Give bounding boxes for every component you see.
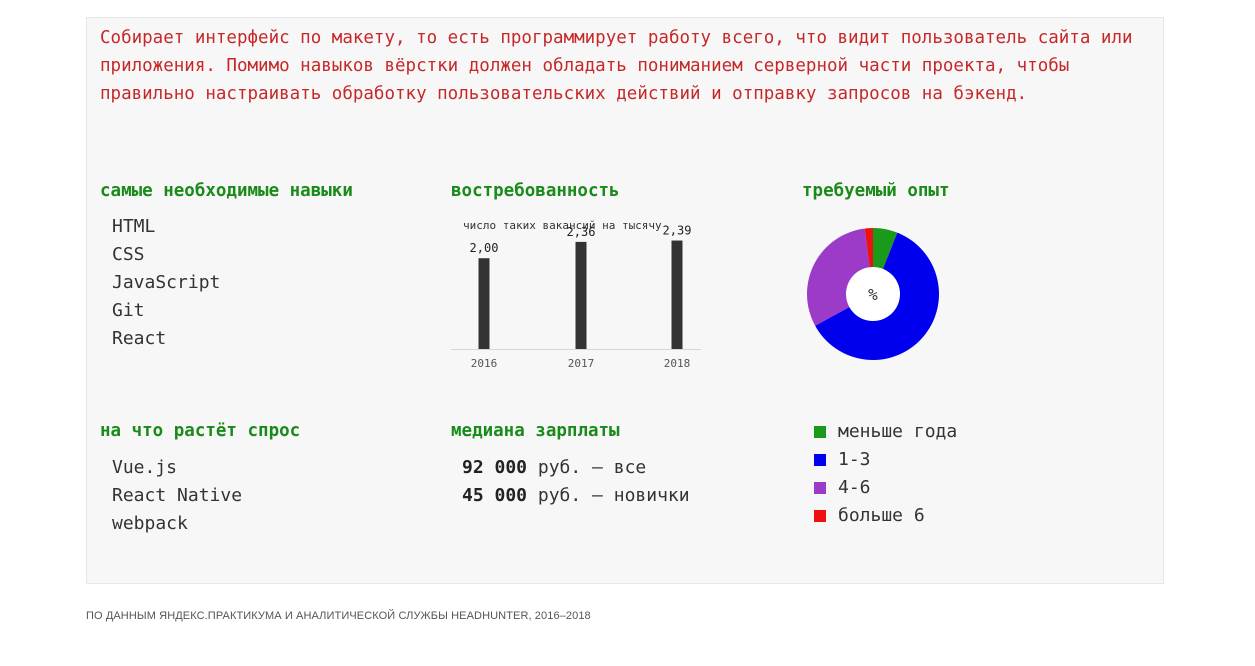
bar-value-label: 2,00 — [470, 241, 499, 255]
growing-heading: на что растёт спрос — [100, 421, 301, 441]
salary-row: 92 000 руб. — все — [462, 454, 690, 482]
salary-label: руб. — все — [527, 457, 647, 478]
salary-heading: медиана зарплаты — [451, 421, 620, 441]
info-card: Собирает интерфейс по макету, то есть пр… — [86, 17, 1164, 584]
legend-item: больше 6 — [814, 502, 957, 530]
legend-swatch — [814, 454, 826, 466]
skills-list: HTML CSS JavaScript Git React — [112, 213, 220, 353]
legend-item: меньше года — [814, 418, 957, 446]
bar-chart-title: число таких вакансий на тысячу — [463, 219, 662, 232]
legend-swatch — [814, 426, 826, 438]
bar-category-label: 2017 — [568, 357, 595, 370]
growing-item: React Native — [112, 485, 243, 506]
bar-2017 — [575, 241, 587, 349]
salary-amount: 92 000 — [462, 457, 528, 478]
legend-swatch — [814, 482, 826, 494]
legend-label: меньше года — [838, 421, 958, 442]
legend-swatch — [814, 510, 826, 522]
skill-item: Git — [112, 300, 145, 321]
salary-row: 45 000 руб. — новички — [462, 482, 690, 510]
profession-description: Собирает интерфейс по макету, то есть пр… — [100, 28, 1133, 104]
demand-bar-chart: число таких вакансий на тысячу 2,00 2016 2,… — [451, 219, 701, 370]
bar-2018 — [671, 240, 683, 349]
salary-label: руб. — новички — [527, 485, 690, 506]
bar-category-label: 2018 — [664, 357, 691, 370]
growing-list: Vue.js React Native webpack — [112, 454, 242, 538]
legend-item: 4-6 — [814, 474, 957, 502]
donut-center-label: % — [868, 285, 878, 304]
source-note: ПО ДАННЫМ ЯНДЕКС.ПРАКТИКУМА И АНАЛИТИЧЕС… — [86, 610, 591, 622]
donut-hole — [846, 267, 900, 321]
skills-heading: самые необходимые навыки — [100, 181, 353, 201]
experience-heading: требуемый опыт — [802, 181, 950, 201]
skill-item: HTML — [112, 216, 156, 237]
legend-label: 4-6 — [838, 477, 871, 498]
bar-value-label: 2,39 — [663, 224, 692, 238]
salary-list: 92 000 руб. — все 45 000 руб. — новички — [462, 454, 690, 510]
salary-amount: 45 000 — [462, 485, 528, 506]
growing-item: webpack — [112, 513, 188, 534]
legend-item: 1-3 — [814, 446, 957, 474]
growing-item: Vue.js — [112, 457, 178, 478]
skill-item: CSS — [112, 244, 145, 265]
bar-value-label: 2,36 — [567, 225, 596, 239]
bar-category-label: 2016 — [471, 357, 498, 370]
skill-item: JavaScript — [112, 272, 221, 293]
experience-legend: меньше года 1-3 4-6 больше 6 — [814, 418, 957, 530]
legend-label: 1-3 — [838, 449, 871, 470]
skill-item: React — [112, 328, 167, 349]
bar-2016 — [478, 258, 490, 349]
legend-label: больше 6 — [838, 505, 925, 526]
experience-donut-chart: % — [807, 228, 939, 360]
demand-heading: востребованность — [451, 181, 620, 201]
